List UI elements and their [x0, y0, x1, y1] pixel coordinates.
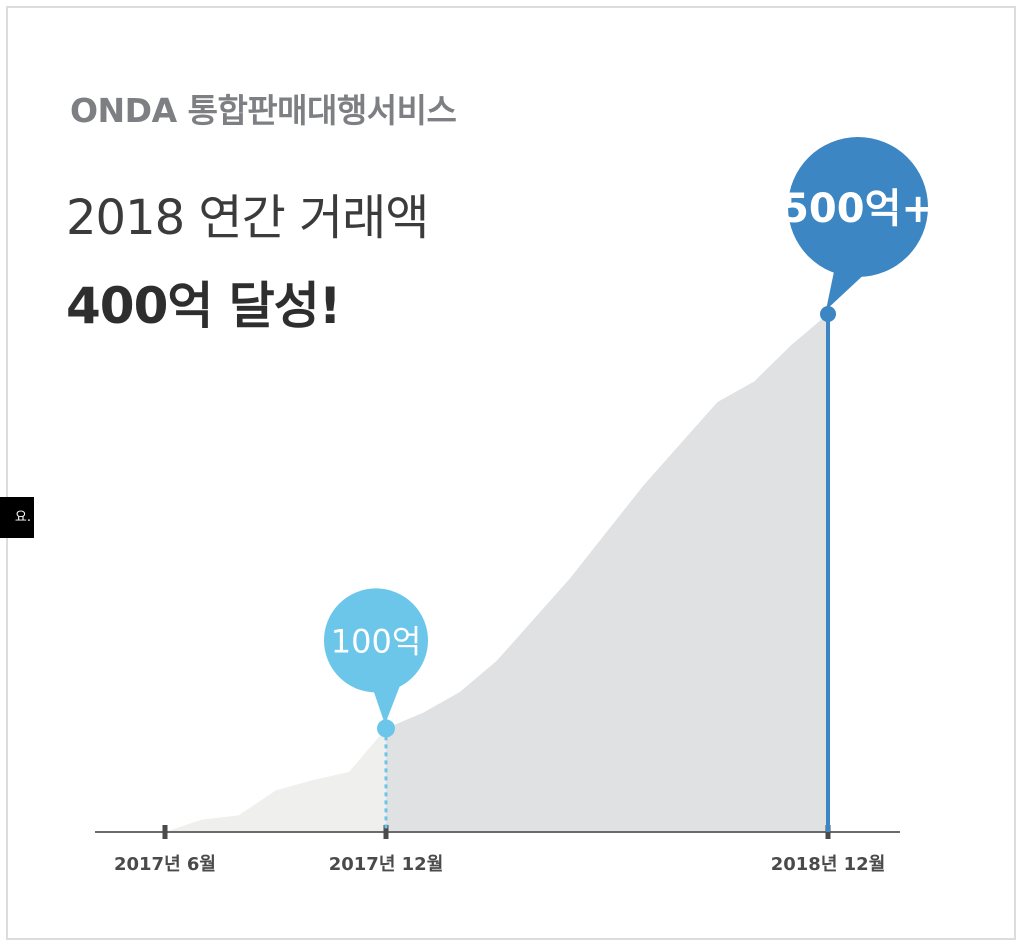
x-tick-label: 2017년 6월 — [114, 854, 216, 875]
x-tick-label: 2018년 12월 — [771, 854, 886, 875]
area-late-segment — [386, 314, 828, 832]
side-tooltip: 요. — [0, 497, 34, 538]
bubble-label: 500억+ — [781, 186, 935, 232]
bubble-circle — [324, 588, 428, 693]
highlight-point — [377, 719, 395, 738]
headline: 2018 연간 거래액 — [66, 190, 429, 246]
x-tick-mark — [383, 825, 389, 839]
bubble-circle — [788, 137, 928, 277]
x-tick-mark — [162, 825, 168, 839]
bubble-label: 100억 — [331, 622, 422, 660]
area-early-segment — [165, 728, 386, 832]
headline-bold: 400억 달성! — [66, 277, 342, 335]
x-tick-label: 2017년 12월 — [329, 854, 444, 875]
brand-title: ONDA 통합판매대행서비스 — [70, 91, 457, 130]
highlight-point — [820, 306, 836, 322]
